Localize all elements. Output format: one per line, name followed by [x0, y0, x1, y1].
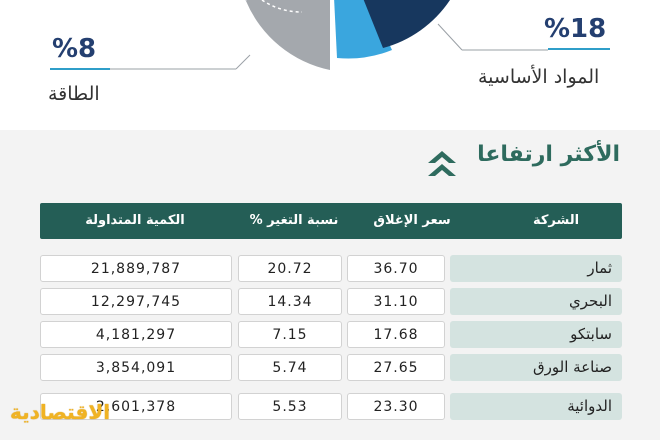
pie-slice-gray	[246, 0, 330, 70]
leader-line-left-diag	[235, 54, 251, 70]
double-chevron-up-icon	[428, 151, 456, 176]
pie-chart	[110, 0, 548, 70]
table-section	[0, 130, 660, 440]
cell-change-percent: 20.72	[238, 255, 342, 282]
header-change-percent: نسبة التغير %	[249, 213, 339, 228]
pie-label-underline-energy	[50, 68, 110, 70]
leader-line-right	[437, 23, 463, 51]
cell-change-percent: 7.15	[238, 321, 342, 348]
header-company: الشركة	[532, 213, 580, 228]
cell-change-percent: 14.34	[238, 288, 342, 315]
cell-company: البحري	[450, 288, 622, 315]
cell-volume: 2,601,378	[40, 393, 232, 420]
cell-volume: 12,297,745	[40, 288, 232, 315]
cell-close-price: 17.68	[347, 321, 445, 348]
table-header: الشركة سعر الإغلاق نسبة التغير % الكمية …	[40, 203, 622, 239]
pie-slice-navy	[363, 0, 450, 48]
cell-company: سابتكو	[450, 321, 622, 348]
cell-company: الدوائية	[450, 393, 622, 420]
cell-close-price: 23.30	[347, 393, 445, 420]
pie-label-underline-materials	[548, 48, 610, 50]
cell-volume: 21,889,787	[40, 255, 232, 282]
cell-company: صناعة الورق	[450, 354, 622, 381]
cell-change-percent: 5.53	[238, 393, 342, 420]
cell-close-price: 36.70	[347, 255, 445, 282]
pie-slice-light-blue	[334, 0, 392, 59]
section-title: الأكثر ارتفاعا	[477, 142, 620, 167]
publication-logo: الاقتصادية	[10, 400, 111, 424]
pie-slice-light-gray	[245, 0, 247, 1]
header-volume: الكمية المتداولة	[85, 213, 185, 228]
cell-company: ثمار	[450, 255, 622, 282]
pie-slice-white-gap	[330, 0, 336, 70]
pie-label-percent-materials: %18	[544, 14, 607, 44]
pie-label-category-materials: المواد الأساسية	[478, 66, 600, 88]
pie-label-percent-energy: %8	[52, 34, 97, 64]
cell-close-price: 31.10	[347, 288, 445, 315]
cell-volume: 4,181,297	[40, 321, 232, 348]
cell-close-price: 27.65	[347, 354, 445, 381]
header-close-price: سعر الإغلاق	[373, 213, 451, 228]
cell-change-percent: 5.74	[238, 354, 342, 381]
pie-label-category-energy: الطاقة	[48, 83, 100, 105]
cell-volume: 3,854,091	[40, 354, 232, 381]
